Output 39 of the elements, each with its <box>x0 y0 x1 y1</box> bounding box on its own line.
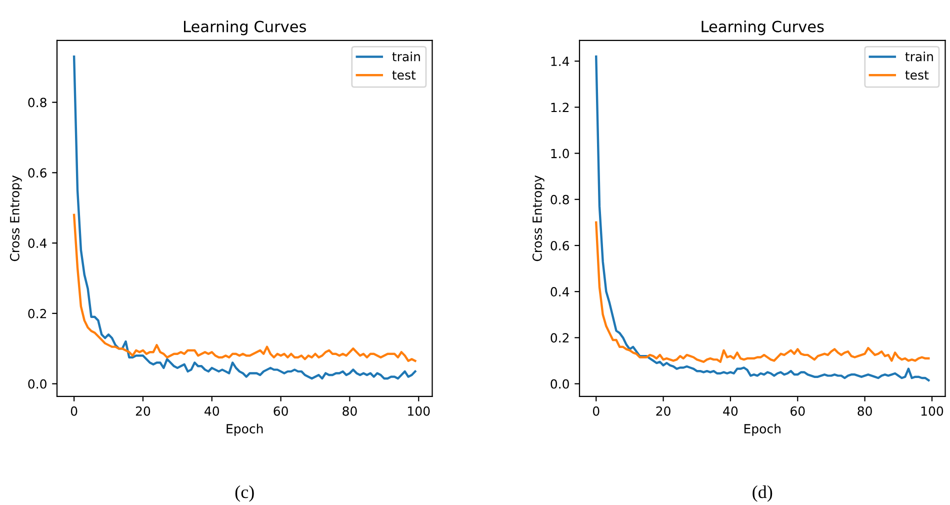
x-tick-label: 0 <box>70 406 78 416</box>
y-tick-label: 0.2 <box>550 333 569 343</box>
chart-title: Learning Curves <box>184 20 306 36</box>
x-axis-title: Epoch <box>744 424 780 436</box>
x-tick-label: 20 <box>656 406 670 416</box>
legend-label: test <box>392 70 416 80</box>
y-tick-label: 0.8 <box>550 194 569 204</box>
y-tick-label: 0.8 <box>28 98 46 108</box>
x-tick-label: 100 <box>408 406 430 416</box>
x-tick-label: 60 <box>790 406 805 416</box>
y-tick-label: 0.6 <box>28 168 46 178</box>
y-tick-label: 1.4 <box>551 56 570 66</box>
line-series <box>72 214 416 362</box>
text: (d) <box>752 485 772 502</box>
y-tick-label: 1.2 <box>551 102 569 112</box>
y-axis-title: Cross Entropy <box>532 175 544 262</box>
x-tick-label: 100 <box>921 406 944 416</box>
x-tick-label: 80 <box>858 406 872 416</box>
x-axis-title: Epoch <box>226 424 263 436</box>
x-tick-label: 40 <box>723 406 738 416</box>
y-tick-label: 0.0 <box>550 379 569 389</box>
y-tick-label: 0.6 <box>550 240 569 250</box>
x-tick-label: 20 <box>136 406 150 416</box>
x-tick-label: 40 <box>204 406 220 416</box>
y-tick-label: 0.4 <box>28 238 47 248</box>
chart-title: Learning Curves <box>702 20 824 36</box>
legend-label: train <box>392 52 420 62</box>
x-tick-label: 0 <box>592 406 600 416</box>
y-tick-label: 0.0 <box>28 379 46 389</box>
x-tick-label: 80 <box>342 406 357 416</box>
legend-label: train <box>905 52 933 62</box>
x-tick-label: 60 <box>274 406 288 416</box>
y-tick-label: 0.2 <box>28 308 46 318</box>
y-tick-label: 0.4 <box>550 287 570 297</box>
y-tick-label: 1.0 <box>551 148 569 158</box>
y-axis-title: Cross Entropy <box>10 175 22 262</box>
text: (c) <box>235 485 254 502</box>
legend-label: test <box>905 70 929 80</box>
line-series <box>595 221 930 363</box>
